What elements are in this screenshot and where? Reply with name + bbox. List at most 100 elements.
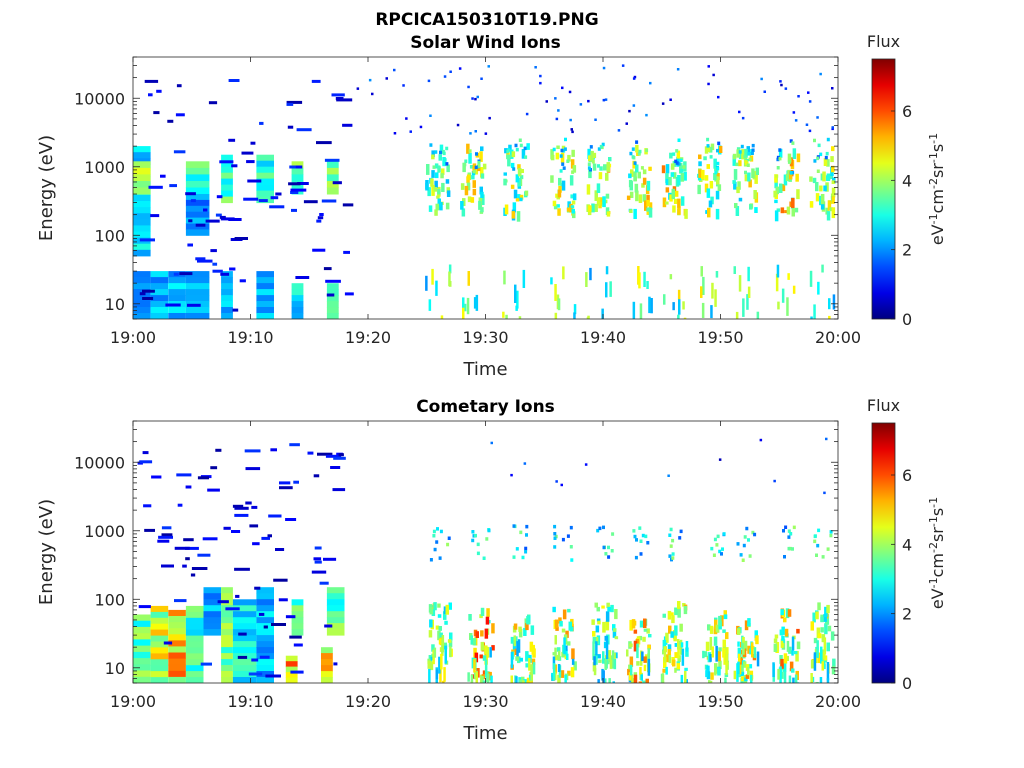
spectrogram-cell bbox=[750, 151, 754, 155]
y-axis-label: Energy (eV) bbox=[36, 135, 57, 241]
spectrogram-cell bbox=[777, 301, 780, 310]
spectrogram-cell bbox=[429, 114, 432, 117]
spectrogram-cell bbox=[751, 642, 754, 658]
spectrogram-cell bbox=[820, 627, 824, 633]
spectrogram-cell bbox=[786, 640, 790, 652]
spectrogram-cell bbox=[474, 165, 478, 170]
spectrogram-cell bbox=[571, 130, 574, 134]
x-tick-label: 19:40 bbox=[580, 692, 626, 711]
spectrogram-cell bbox=[256, 301, 274, 308]
spectrogram-cell bbox=[182, 564, 187, 568]
spectrogram-cell bbox=[519, 530, 523, 535]
spectrogram-cell bbox=[314, 546, 322, 550]
spectrogram-cell bbox=[243, 197, 259, 201]
spectrogram-cell bbox=[746, 163, 750, 167]
spectrogram-cell bbox=[481, 675, 484, 683]
spectrogram-cell bbox=[815, 193, 820, 202]
spectrogram-cell bbox=[210, 249, 217, 253]
spectrogram-cell bbox=[810, 316, 813, 319]
spectrogram-cell bbox=[323, 267, 332, 271]
spectrogram-cell bbox=[221, 313, 233, 319]
spectrogram-cell bbox=[464, 185, 469, 196]
spectrogram-cell bbox=[711, 646, 714, 658]
spectrogram-cell bbox=[570, 194, 574, 199]
spectrogram-cell bbox=[579, 103, 583, 106]
spectrogram-cell bbox=[232, 629, 257, 636]
spectrogram-cell bbox=[661, 102, 665, 105]
spectrogram-cell bbox=[638, 526, 642, 530]
spectrogram-cell bbox=[779, 666, 782, 683]
spectrogram-cell bbox=[256, 617, 274, 624]
spectrogram-cell bbox=[325, 454, 342, 458]
spectrogram-cell bbox=[440, 653, 443, 670]
spectrogram-cell bbox=[434, 180, 438, 188]
spectrogram-cell bbox=[680, 196, 685, 206]
spectrogram-cell bbox=[612, 681, 615, 683]
spectrogram-cell bbox=[232, 641, 257, 648]
spectrogram-cell bbox=[633, 534, 637, 539]
spectrogram-cell bbox=[783, 653, 788, 664]
spectrogram-cell bbox=[740, 144, 744, 149]
spectrogram-cell bbox=[185, 605, 204, 613]
spectrogram-cell bbox=[594, 203, 598, 212]
spectrogram-cell bbox=[753, 647, 757, 658]
spectrogram-cell bbox=[744, 170, 747, 175]
spectrogram-cell bbox=[437, 614, 442, 618]
spectrogram-cell bbox=[706, 188, 711, 198]
spectrogram-cell bbox=[683, 171, 687, 181]
spectrogram-cell bbox=[333, 456, 346, 460]
spectrogram-cell bbox=[449, 646, 452, 658]
spectrogram-cell bbox=[185, 653, 204, 660]
spectrogram-cell bbox=[228, 79, 240, 82]
spectrogram-cell bbox=[326, 161, 339, 169]
spectrogram-cell bbox=[268, 514, 282, 518]
spectrogram-cell bbox=[603, 164, 607, 171]
spectrogram-cell bbox=[371, 92, 374, 96]
spectrogram-cell bbox=[428, 205, 433, 212]
spectrogram-cell bbox=[737, 181, 741, 190]
spectrogram-cell bbox=[521, 676, 525, 683]
spectrogram-cell bbox=[291, 283, 304, 290]
spectrogram-cell bbox=[609, 281, 612, 297]
spectrogram-cell bbox=[513, 189, 518, 199]
spectrogram-cell bbox=[479, 186, 483, 195]
spectrogram-cell bbox=[258, 199, 268, 203]
spectrogram-cell bbox=[604, 98, 608, 101]
spectrogram-cell bbox=[592, 631, 596, 637]
spectrogram-cell bbox=[608, 157, 612, 162]
spectrogram-cell bbox=[570, 685, 573, 697]
spectrogram-cell bbox=[429, 661, 434, 671]
spectrogram-cell bbox=[290, 670, 304, 674]
spectrogram-cell bbox=[168, 652, 186, 660]
spectrogram-cell bbox=[133, 187, 151, 195]
spectrogram-cell bbox=[743, 640, 748, 651]
spectrogram-cell bbox=[474, 168, 478, 175]
spectrogram-cell bbox=[317, 216, 324, 220]
spectrogram-cell bbox=[684, 667, 688, 671]
spectrogram-cell bbox=[560, 483, 563, 487]
spectrogram-cell bbox=[158, 535, 173, 539]
spectrogram-cell bbox=[468, 152, 472, 164]
colorbar-tick-label: 0 bbox=[902, 674, 912, 693]
spectrogram-cell bbox=[326, 605, 345, 612]
spectrogram-cell bbox=[221, 154, 233, 162]
spectrogram-cell bbox=[291, 599, 304, 606]
spectrogram-cell bbox=[824, 606, 828, 618]
spectrogram-cell bbox=[307, 451, 314, 455]
spectrogram-cell bbox=[197, 553, 211, 557]
spectrogram-cell bbox=[249, 524, 259, 528]
spectrogram-cell bbox=[785, 173, 790, 182]
spectrogram-cell bbox=[456, 123, 460, 127]
spectrogram-cell bbox=[479, 654, 483, 659]
spectrogram-cell bbox=[436, 195, 440, 199]
spectrogram-cell bbox=[570, 558, 574, 562]
spectrogram-cell bbox=[676, 68, 680, 71]
spectrogram-cell bbox=[645, 678, 649, 683]
spectrogram-cell bbox=[677, 175, 681, 186]
spectrogram-cell bbox=[429, 558, 433, 562]
spectrogram-cell bbox=[586, 184, 591, 195]
spectrogram-cell bbox=[823, 652, 826, 659]
spectrogram-cell bbox=[251, 658, 259, 662]
spectrogram-cell bbox=[595, 641, 598, 656]
spectrogram-cell bbox=[710, 196, 714, 205]
